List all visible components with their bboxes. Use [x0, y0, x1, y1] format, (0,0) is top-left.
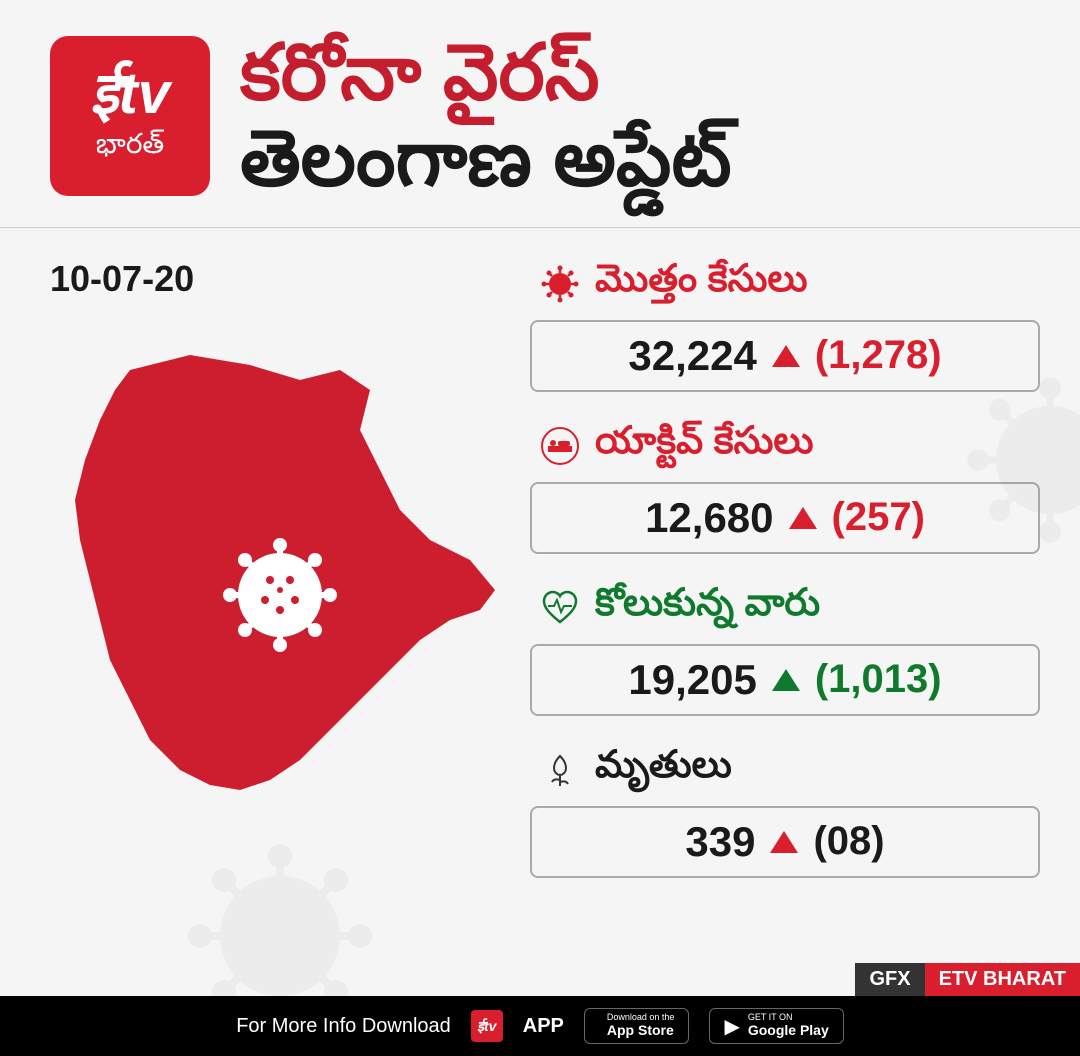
playstore-badge[interactable]: ▶ GET IT ON Google Play	[709, 1008, 843, 1043]
title-line2: తెలంగాణ అప్డేట్	[240, 116, 1040, 202]
stat-value: 339	[685, 818, 755, 866]
stat-recovered: కోలుకున్న వారు 19,205 (1,013)	[530, 582, 1040, 716]
stat-value: 19,205	[628, 656, 756, 704]
stat-box: 32,224 (1,278)	[530, 320, 1040, 392]
stat-value: 32,224	[628, 332, 756, 380]
trend-up-icon	[772, 669, 800, 691]
footer: For More Info Download ईtv APP Download …	[0, 996, 1080, 1056]
stats-panel: మొత్తం కేసులు 32,224 (1,278) యాక్టివ్ కే…	[530, 258, 1040, 906]
stat-value: 12,680	[645, 494, 773, 542]
logo-text: ईtv	[90, 65, 170, 123]
stat-total-cases: మొత్తం కేసులు 32,224 (1,278)	[530, 258, 1040, 392]
stat-label: యాక్టివ్ కేసులు	[595, 420, 814, 472]
date: 10-07-20	[50, 258, 510, 300]
stat-label: మృతులు	[595, 744, 732, 796]
stat-box: 12,680 (257)	[530, 482, 1040, 554]
gfx-badge: GFX ETV BHARAT	[855, 963, 1080, 996]
stat-change: (1,013)	[815, 657, 942, 702]
footer-logo-icon: ईtv	[471, 1010, 503, 1042]
logo-subtext: భారత్	[96, 128, 164, 167]
stat-active-cases: యాక్టివ్ కేసులు 12,680 (257)	[530, 420, 1040, 554]
stat-deaths: మృతులు 339 (08)	[530, 744, 1040, 878]
gfx-label: GFX	[855, 963, 924, 996]
content: 10-07-20	[0, 228, 1080, 906]
stat-change: (257)	[832, 495, 925, 540]
telangana-map	[50, 330, 510, 810]
bed-icon	[540, 426, 580, 466]
appstore-badge[interactable]: Download on the App Store	[584, 1008, 690, 1043]
header: ईtv భారత్ కరోనా వైరస్ తెలంగాణ అప్డేట్	[0, 0, 1080, 222]
app-label: APP	[523, 1015, 564, 1038]
title-line1: కరోనా వైరస్	[240, 30, 1040, 116]
stat-box: 19,205 (1,013)	[530, 644, 1040, 716]
stat-change: (08)	[813, 819, 884, 864]
title-block: కరోనా వైరస్ తెలంగాణ అప్డేట్	[240, 30, 1040, 202]
appstore-big: App Store	[607, 1023, 675, 1038]
trend-up-icon	[770, 831, 798, 853]
stat-label: కోలుకున్న వారు	[595, 582, 820, 634]
footer-text: For More Info Download	[236, 1015, 451, 1038]
stat-label: మొత్తం కేసులు	[595, 258, 808, 310]
virus-icon	[540, 264, 580, 304]
play-icon: ▶	[724, 1014, 739, 1039]
left-panel: 10-07-20	[50, 258, 510, 906]
playstore-big: Google Play	[748, 1023, 829, 1038]
flower-icon	[540, 750, 580, 790]
stat-change: (1,278)	[815, 333, 942, 378]
stat-box: 339 (08)	[530, 806, 1040, 878]
logo: ईtv భారత్	[50, 36, 210, 196]
heart-icon	[540, 588, 580, 628]
trend-up-icon	[789, 507, 817, 529]
trend-up-icon	[772, 345, 800, 367]
gfx-brand: ETV BHARAT	[925, 963, 1080, 996]
